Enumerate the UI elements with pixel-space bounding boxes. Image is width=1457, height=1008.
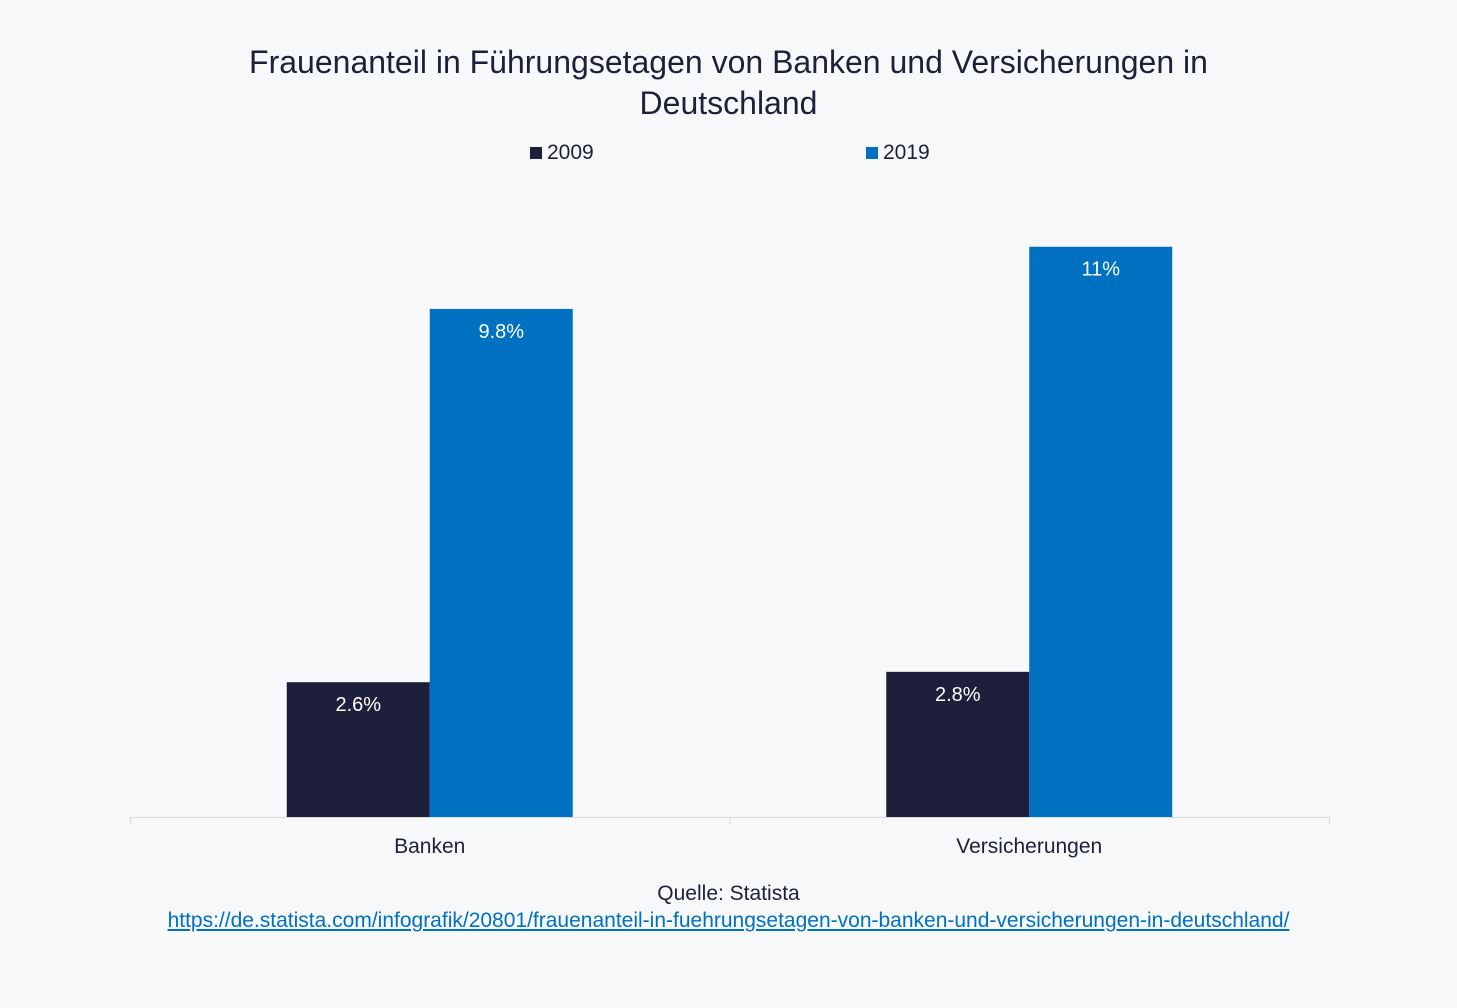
bar-2019-banken xyxy=(429,308,573,817)
source-label: Quelle: Statista xyxy=(657,882,800,905)
legend-swatch xyxy=(530,147,542,159)
bar-2019-versicherungen xyxy=(1029,246,1173,818)
source: Quelle: Statista https://de.statista.com… xyxy=(150,880,1307,934)
bar-2009-versicherungen xyxy=(886,671,1030,817)
bar-2009-banken xyxy=(286,682,430,817)
legend-label: 2009 xyxy=(547,141,594,164)
x-tick-label: Banken xyxy=(394,835,465,858)
legend-label: 2019 xyxy=(883,141,930,164)
data-label: 2.8% xyxy=(935,684,981,706)
data-label: 9.8% xyxy=(478,321,524,343)
source-link[interactable]: https://de.statista.com/infografik/20801… xyxy=(167,909,1290,932)
legend-item-2019: 2019 xyxy=(866,141,930,165)
chart-title: Frauenanteil in Führungsetagen von Banke… xyxy=(249,44,1208,121)
legend-swatch xyxy=(866,147,878,159)
x-tick-label: Versicherungen xyxy=(956,835,1102,858)
legend-item-2009: 2009 xyxy=(530,141,594,165)
data-label: 2.6% xyxy=(335,694,381,716)
data-label: 11% xyxy=(1081,259,1120,281)
